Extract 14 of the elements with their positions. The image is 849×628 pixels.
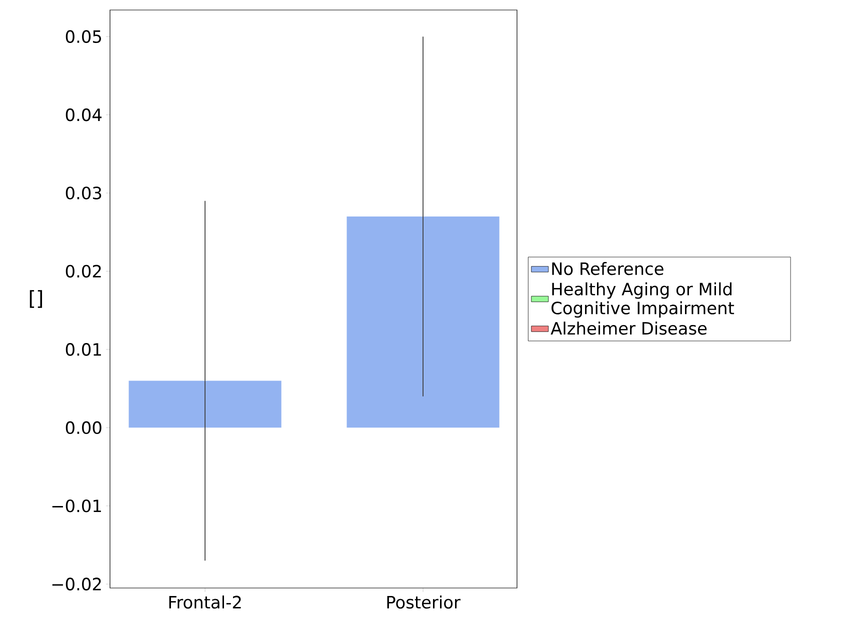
y-tick-label: 0.03 bbox=[66, 186, 102, 200]
y-tick-label: 0.00 bbox=[66, 421, 102, 434]
y-tick-label: 0.02 bbox=[66, 264, 101, 278]
x-tick-label: Frontal-2 bbox=[169, 596, 241, 609]
y-tick-label: 0.05 bbox=[66, 30, 101, 43]
legend-label: Alzheimer Disease bbox=[550, 322, 707, 335]
legend-label: Healthy Aging or Mild Cognitive Impairment bbox=[552, 282, 734, 318]
y-tick-label: −0.02 bbox=[52, 578, 101, 590]
y-tick-label: 0.04 bbox=[66, 108, 102, 122]
x-tick-label: Posterior bbox=[387, 596, 460, 609]
legend-label: No Reference bbox=[552, 262, 664, 276]
y-tick-label: −0.01 bbox=[52, 499, 101, 512]
y-tick-label: 0.01 bbox=[66, 343, 101, 356]
y-axis-title: [] bbox=[30, 290, 42, 308]
